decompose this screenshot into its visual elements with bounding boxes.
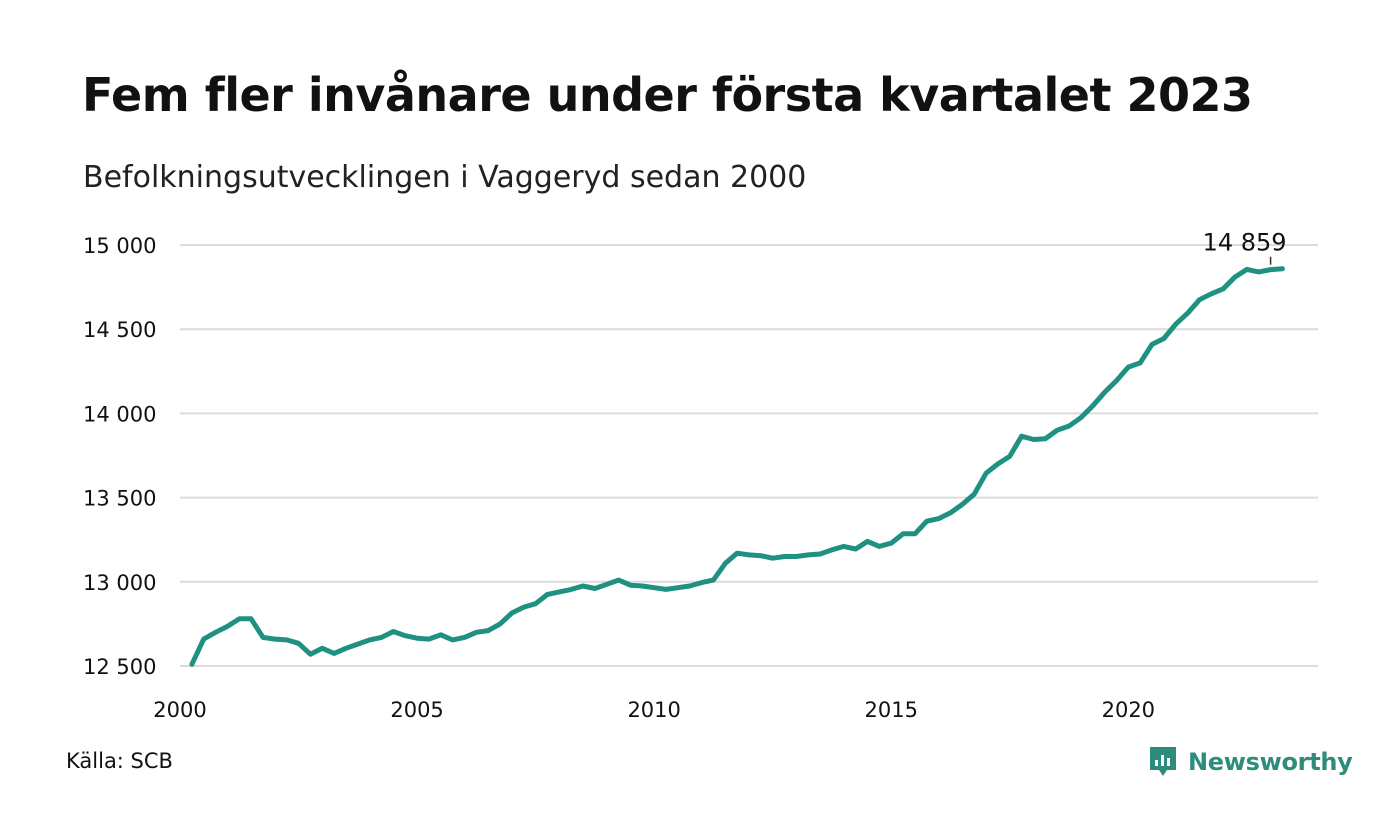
chart-title: Fem fler invånare under första kvartalet… [82,68,1253,122]
y-tick-label-13000: 13 000 [83,571,156,595]
y-tick-label-14500: 14 500 [83,318,156,342]
chart-subtitle: Befolkningsutvecklingen i Vaggeryd sedan… [83,160,807,195]
y-tick-label-12500: 12 500 [83,655,156,679]
y-tick-label-13500: 13 500 [83,487,156,511]
x-tick-label-2015: 2015 [865,698,918,722]
y-tick-label-15000: 15 000 [83,234,156,258]
x-tick-label-2000: 2000 [153,698,206,722]
brand-name: Newsworthy [1188,748,1353,776]
x-tick-label-2010: 2010 [627,698,680,722]
y-tick-label-14000: 14 000 [83,402,156,426]
x-tick-label-2005: 2005 [390,698,443,722]
annotation-label: 14 859 [1203,229,1287,257]
source-note: Källa: SCB [66,749,173,773]
x-tick-label-2020: 2020 [1102,698,1155,722]
newsworthy-logo-icon [1150,747,1176,776]
series-line-0 [189,266,1285,667]
brand-logo: Newsworthy [1148,744,1353,780]
